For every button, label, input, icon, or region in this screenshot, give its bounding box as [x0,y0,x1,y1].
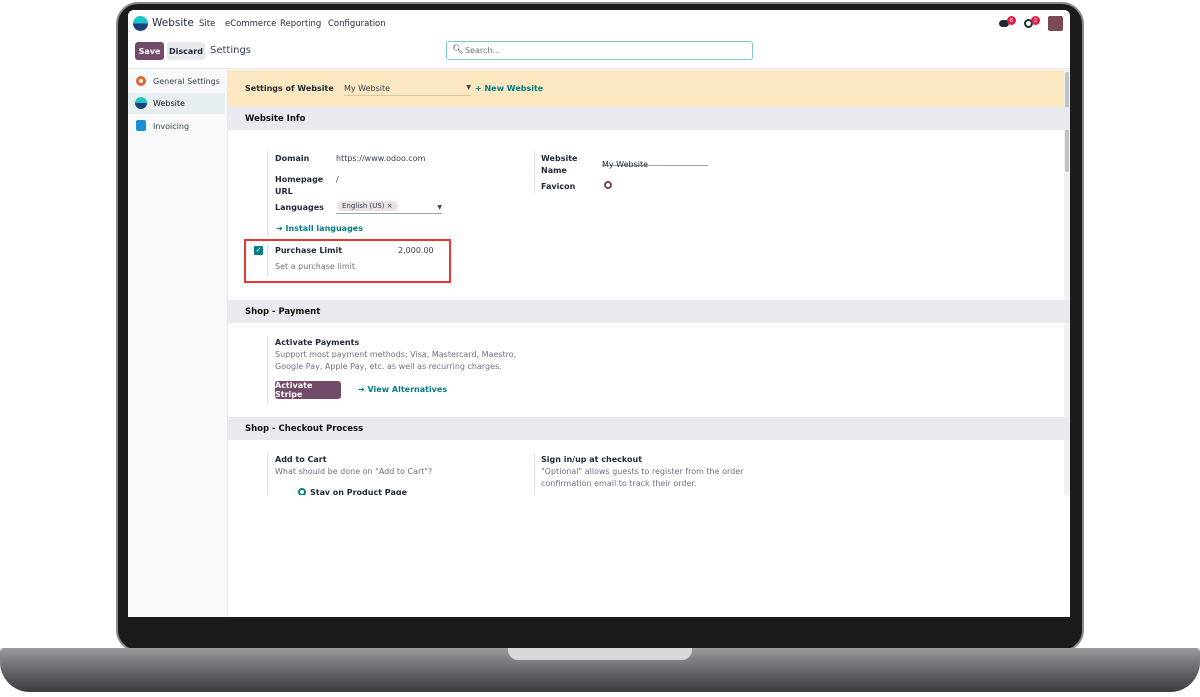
signin-description-2: confirmation email to track their order. [541,479,697,488]
settings-sidebar: General Settings Website Invoicing [128,69,228,617]
view-alternatives-label: View Alternatives [367,385,448,394]
search-icon: 🔍︎ [452,45,464,55]
menu-configuration[interactable]: Configuration [328,19,386,29]
stay-on-product-label: Stay on Product Page [310,488,407,497]
website-name-label-2: Name [541,166,567,175]
sidebar-item-label: General Settings [153,77,220,86]
website-selector-banner: Settings of Website My Website ▼ + New W… [228,70,1064,107]
website-icon [135,97,147,109]
messages-icon[interactable] [999,20,1009,27]
sidebar-item-label: Invoicing [153,122,190,131]
website-select-value: My Website [344,84,391,93]
domain-label: Domain [275,154,310,163]
chevron-down-icon: ▼ [466,84,471,91]
website-name-value: My Website [602,160,649,169]
language-tag[interactable]: English (US) × [337,201,398,211]
odoo-settings-icon [136,76,146,86]
sidebar-item-website[interactable]: Website [128,93,225,114]
website-name-label: Website [541,154,578,163]
homepage-label-2: URL [275,187,293,196]
payments-heading: Activate Payments [275,338,360,347]
sidebar-item-invoicing[interactable]: Invoicing [128,116,228,137]
section-checkout-process: Shop - Checkout Process [228,417,1070,440]
sidebar-item-general-settings[interactable]: General Settings [128,71,228,92]
menu-reporting[interactable]: Reporting [280,19,322,29]
languages-label: Languages [275,203,324,212]
sidebar-item-label: Website [153,99,185,108]
menu-site[interactable]: Site [199,19,216,29]
purchase-limit-highlight [244,239,451,283]
banner-label: Settings of Website [245,84,334,93]
purchase-limit-checkbox[interactable]: ✓ [254,246,263,255]
website-name-input[interactable]: My Website [602,152,708,169]
new-website-link[interactable]: + New Website [475,84,544,93]
payments-description-2: Google Pay, Apple Pay, etc. as well as r… [275,362,502,371]
activate-stripe-button[interactable]: Activate Stripe [275,381,341,399]
search-input[interactable]: 🔍︎ Search... [446,41,753,60]
homepage-label: Homepage [275,175,324,184]
invoicing-icon [136,120,146,131]
favicon-image[interactable] [604,181,612,189]
section-website-info: Website Info [228,107,1070,130]
messages-badge: 6 [1007,16,1016,25]
view-alternatives-link[interactable]: ➔ View Alternatives [358,385,448,394]
homepage-value[interactable]: / [336,175,339,184]
section-shop-payment: Shop - Payment [228,300,1070,323]
menu-ecommerce[interactable]: eCommerce [225,19,277,29]
languages-field[interactable]: English (US) × ▼ [336,201,442,214]
navbar: Website Site eCommerce Reporting Configu… [128,10,1070,38]
screen: Website Site eCommerce Reporting Configu… [128,10,1070,617]
save-button[interactable]: Save [135,42,164,60]
user-avatar[interactable] [1048,16,1063,31]
purchase-limit-label: Purchase Limit [275,246,343,255]
install-languages-link[interactable]: ➔ Install languages [276,224,363,233]
purchase-limit-input[interactable]: 2,000.00 [398,246,434,255]
add-to-cart-heading: Add to Cart [275,455,327,464]
search-placeholder: Search... [465,46,501,55]
signin-description: "Optional" allows guests to register fro… [541,467,744,476]
website-select[interactable]: My Website ▼ [344,80,471,96]
chevron-down-icon: ▼ [437,204,442,211]
page-title: Settings [210,45,252,56]
discard-button[interactable]: Discard [167,42,205,60]
favicon-label: Favicon [541,182,576,191]
domain-value[interactable]: https://www.odoo.com [336,154,426,163]
payments-description: Support most payment methods; Visa, Mast… [275,350,517,359]
app-name[interactable]: Website [152,17,194,29]
purchase-limit-description: Set a purchase limit [275,262,355,271]
laptop-notch [508,648,692,660]
add-to-cart-description: What should be done on "Add to Cart"? [275,467,433,476]
install-languages-label: Install languages [285,224,364,233]
activities-badge: 2 [1031,16,1040,25]
signin-heading: Sign in/up at checkout [541,455,643,464]
website-app-icon [133,16,148,31]
